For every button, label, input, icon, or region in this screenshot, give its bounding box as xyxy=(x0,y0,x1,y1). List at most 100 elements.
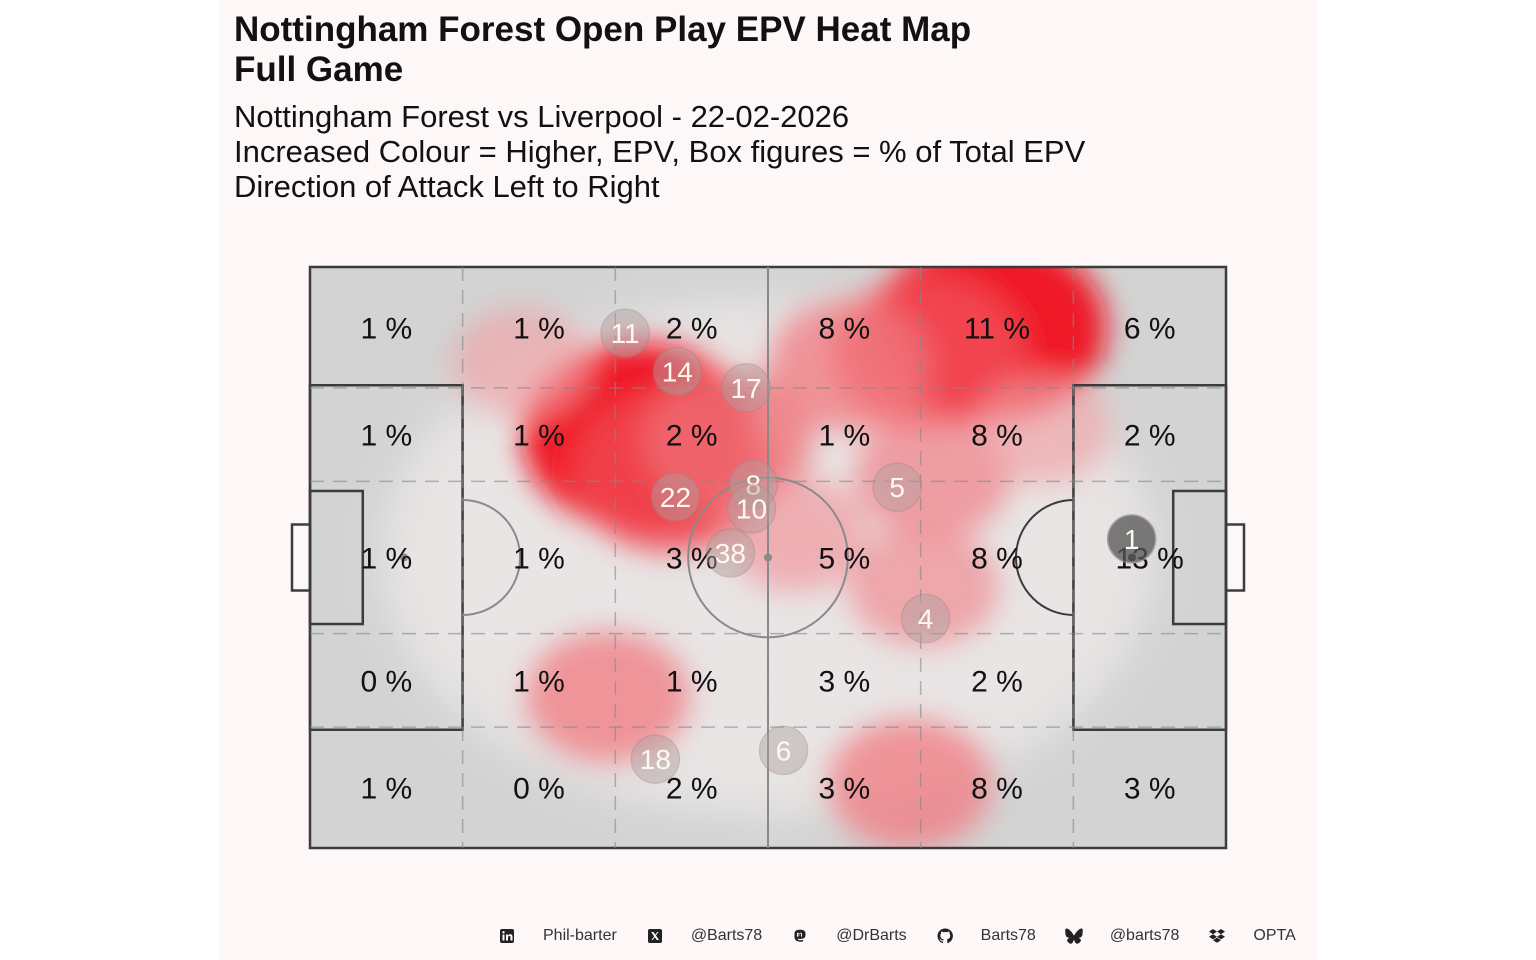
zone-percentage-label: 8 % xyxy=(971,543,1023,576)
zone-percentage-label: 3 % xyxy=(1124,773,1176,806)
caption-linkedin: Phil-barter xyxy=(497,926,617,946)
caption-bluesky-text: @barts78 xyxy=(1109,927,1180,944)
epv-hotspot xyxy=(848,526,999,647)
player-circle xyxy=(872,462,922,512)
caption-bluesky: @barts78 xyxy=(1064,926,1180,946)
zone-percentage-label: 1 % xyxy=(818,420,870,453)
zone-percentage-label: 2 % xyxy=(971,665,1023,698)
github-icon xyxy=(935,926,955,946)
subtitle-line-2: Increased Colour = Higher, EPV, Box figu… xyxy=(234,134,1086,169)
epv-hotspot xyxy=(452,308,589,418)
player-marker: 6 xyxy=(758,725,809,776)
player-positions: 11 14 17 8 22 10 38 5 4 18 6 1 xyxy=(600,308,1157,784)
player-circle xyxy=(650,472,701,522)
zone-percentage-label: 2 % xyxy=(666,773,718,806)
dropbox-icon xyxy=(1207,926,1227,946)
caption-mastodon-text: @DrBarts xyxy=(836,927,907,944)
left-penalty-arc xyxy=(462,499,521,616)
chart-subtitle: Nottingham Forest vs Liverpool - 22-02-2… xyxy=(234,99,1085,204)
caption-source: OPTA xyxy=(1207,926,1296,946)
epv-hotspot xyxy=(974,375,1111,485)
zone-percentage-label: 1 % xyxy=(360,420,412,453)
player-marker: 11 xyxy=(600,308,650,358)
zone-percentage-label: 1 % xyxy=(360,543,412,576)
player-number: 14 xyxy=(662,357,693,388)
player-number: 11 xyxy=(611,318,640,349)
left-goal xyxy=(290,523,312,592)
epv-hotspots xyxy=(452,267,1111,848)
player-marker: 17 xyxy=(721,363,771,413)
player-marker: 18 xyxy=(630,734,681,784)
zone-percentage-label: 3 % xyxy=(818,665,870,698)
player-circle xyxy=(1106,514,1157,564)
player-number: 18 xyxy=(640,744,671,775)
zone-percentage-label: 2 % xyxy=(666,312,718,345)
zone-percentage-label: 0 % xyxy=(360,665,412,698)
zone-percentage-label: 1 % xyxy=(513,665,565,698)
chart-title: Nottingham Forest Open Play EPV Heat Map… xyxy=(234,10,971,90)
player-circle xyxy=(705,528,756,578)
player-marker: 1 xyxy=(1106,514,1157,564)
zone-percentage-label: 1 % xyxy=(360,773,412,806)
zone-percentage-label: 0 % xyxy=(513,773,565,806)
player-number: 8 xyxy=(746,469,762,500)
player-marker: 5 xyxy=(872,462,922,512)
player-number: 1 xyxy=(1124,524,1140,555)
player-number: 38 xyxy=(715,538,746,569)
title-line-2: Full Game xyxy=(234,50,404,89)
epv-hotspot xyxy=(768,300,933,432)
zone-percentage-label: 3 % xyxy=(818,773,870,806)
zone-percentage-label: 1 % xyxy=(360,312,412,345)
player-number: 5 xyxy=(889,472,905,503)
epv-hotspot xyxy=(642,372,814,509)
player-circle xyxy=(721,363,771,413)
player-number: 6 xyxy=(776,735,792,766)
right-goal xyxy=(1224,523,1246,592)
caption-source-text: OPTA xyxy=(1253,927,1296,944)
linkedin-icon xyxy=(497,926,517,946)
mastodon-icon xyxy=(790,926,810,946)
player-marker: 10 xyxy=(726,483,777,534)
zone-percentage-label: 2 % xyxy=(666,420,718,453)
zone-percentage-label: 1 % xyxy=(513,312,565,345)
caption-github-text: Barts78 xyxy=(980,927,1036,944)
player-marker: 14 xyxy=(652,346,703,397)
subtitle-line-3: Direction of Attack Left to Right xyxy=(234,169,660,204)
player-marker: 4 xyxy=(900,593,951,644)
epv-hotspot xyxy=(854,413,1012,539)
caption-github: Barts78 xyxy=(935,926,1036,946)
player-number: 10 xyxy=(736,494,767,525)
caption-x-text: @Barts78 xyxy=(690,927,763,944)
zone-grid xyxy=(310,267,1226,848)
zone-percentage-label: 3 % xyxy=(666,543,718,576)
caption-linkedin-text: Phil-barter xyxy=(543,927,617,944)
zone-percentage-label: 5 % xyxy=(818,543,870,576)
player-number: 17 xyxy=(730,373,761,404)
zone-percentage-label: 6 % xyxy=(1124,312,1176,345)
zone-percentage-label: 1 % xyxy=(513,543,565,576)
left-penalty-spot xyxy=(400,553,409,562)
epv-hotspot xyxy=(723,477,868,592)
player-circle xyxy=(758,725,809,776)
player-circle xyxy=(600,308,650,358)
epv-hotspot xyxy=(525,631,690,763)
x-icon xyxy=(645,926,665,946)
zone-percentage-label: 8 % xyxy=(818,312,870,345)
title-line-1: Nottingham Forest Open Play EPV Heat Map xyxy=(234,10,972,49)
subtitle-line-1: Nottingham Forest vs Liverpool - 22-02-2… xyxy=(234,99,850,134)
epv-hotspot xyxy=(828,718,992,848)
zone-percentage-label: 11 % xyxy=(964,312,1030,345)
player-marker: 38 xyxy=(705,528,756,578)
player-circle xyxy=(630,734,681,784)
caption-x: @Barts78 xyxy=(645,926,762,946)
right-penalty-arc xyxy=(1015,499,1074,616)
zone-percentage-label: 8 % xyxy=(971,420,1023,453)
player-number: 4 xyxy=(918,604,934,635)
zone-percentage-label: 1 % xyxy=(513,420,565,453)
caption-mastodon: @DrBarts xyxy=(790,926,907,946)
zone-percentage-label: 8 % xyxy=(971,773,1023,806)
player-circle xyxy=(652,346,703,397)
footer-caption: Phil-barter @Barts78 @DrBarts Barts78 @b… xyxy=(497,925,1296,947)
player-number: 22 xyxy=(660,482,691,513)
